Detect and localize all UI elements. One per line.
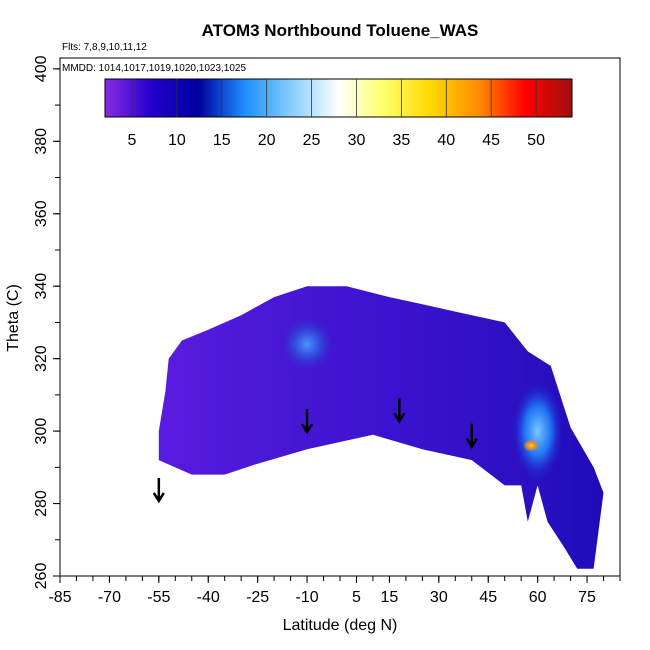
y-axis-label: Theta (C)	[5, 284, 22, 352]
x-tick-label: 5	[352, 589, 361, 606]
y-tick-label: 280	[33, 490, 50, 517]
x-axis-label: Latitude (deg N)	[283, 617, 398, 634]
colorbar-tick-label: 15	[213, 132, 231, 149]
arrow-head	[152, 492, 165, 504]
peak-near-10S	[279, 316, 336, 373]
max-near-58N	[523, 439, 540, 452]
colorbar-tick-label: 45	[482, 132, 500, 149]
dates-subtitle: MMDD: 1014,1017,1019,1020,1023,1025	[62, 63, 246, 74]
colorbar-tick-label: 30	[348, 132, 366, 149]
x-axis: -85 -70 -55 -40 -25 -10 5 15 30 45 60 75	[48, 576, 621, 606]
flights-subtitle: Flts: 7,8,9,10,11,12	[62, 42, 147, 53]
y-tick-label: 260	[33, 563, 50, 590]
x-tick-label: 30	[430, 589, 448, 606]
arrow-head	[300, 423, 314, 435]
colorbar-tick-label: 50	[527, 132, 545, 149]
colorbar-tick-label: 20	[258, 132, 276, 149]
arrow-head	[393, 412, 406, 424]
y-tick-label: 320	[33, 345, 50, 372]
x-tick-label: -25	[246, 589, 269, 606]
x-tick-label: 15	[381, 589, 399, 606]
colorbar-tick-label: 10	[168, 132, 186, 149]
colorbar-tick-label: 40	[437, 132, 455, 149]
y-tick-label: 300	[33, 418, 50, 445]
x-tick-label: -40	[197, 589, 220, 606]
colorbar-tick-label: 35	[392, 132, 410, 149]
x-tick-label: -10	[295, 589, 318, 606]
x-tick-label: -70	[98, 589, 121, 606]
y-axis: 260 280 300 320 340 360 380 400	[33, 55, 60, 589]
y-tick-label: 400	[33, 55, 50, 82]
x-tick-label: 45	[479, 589, 497, 606]
x-tick-label: 60	[529, 589, 547, 606]
colorbar-tick-label: 5	[127, 132, 136, 149]
colorbar-ticks: 5 10 15 20 25 30 35 40 45 50	[127, 79, 545, 149]
y-tick-label: 360	[33, 200, 50, 227]
peak-near-60N	[511, 381, 564, 482]
arrow-head	[465, 437, 478, 449]
x-tick-label: -55	[147, 589, 170, 606]
y-tick-label: 340	[33, 273, 50, 300]
arrow-markers	[152, 398, 478, 504]
x-tick-label: -85	[48, 589, 71, 606]
colorbar	[104, 78, 573, 118]
colorbar-tick-label: 25	[303, 132, 321, 149]
y-tick-label: 380	[33, 128, 50, 155]
x-tick-label: 75	[578, 589, 596, 606]
chart-title: ATOM3 Northbound Toluene_WAS	[202, 21, 479, 40]
